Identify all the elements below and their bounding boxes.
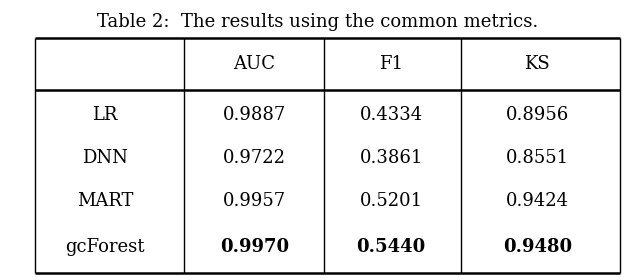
Text: 0.8551: 0.8551 [506, 149, 569, 167]
Text: F1: F1 [379, 55, 403, 73]
Text: Table 2:  The results using the common metrics.: Table 2: The results using the common me… [97, 13, 539, 31]
Text: 0.5440: 0.5440 [357, 238, 425, 256]
Text: 0.4334: 0.4334 [359, 106, 423, 124]
Text: 0.9970: 0.9970 [220, 238, 289, 256]
Text: 0.9424: 0.9424 [506, 192, 569, 210]
Text: 0.9722: 0.9722 [223, 149, 286, 167]
Text: MART: MART [77, 192, 133, 210]
Text: 0.9887: 0.9887 [223, 106, 286, 124]
Text: 0.9480: 0.9480 [503, 238, 572, 256]
Text: 0.9957: 0.9957 [223, 192, 286, 210]
Text: DNN: DNN [82, 149, 128, 167]
Text: AUC: AUC [233, 55, 275, 73]
Text: 0.5201: 0.5201 [359, 192, 423, 210]
Text: gcForest: gcForest [66, 238, 145, 256]
Text: 0.8956: 0.8956 [506, 106, 569, 124]
Text: KS: KS [525, 55, 550, 73]
Text: LR: LR [92, 106, 118, 124]
Text: 0.3861: 0.3861 [359, 149, 423, 167]
